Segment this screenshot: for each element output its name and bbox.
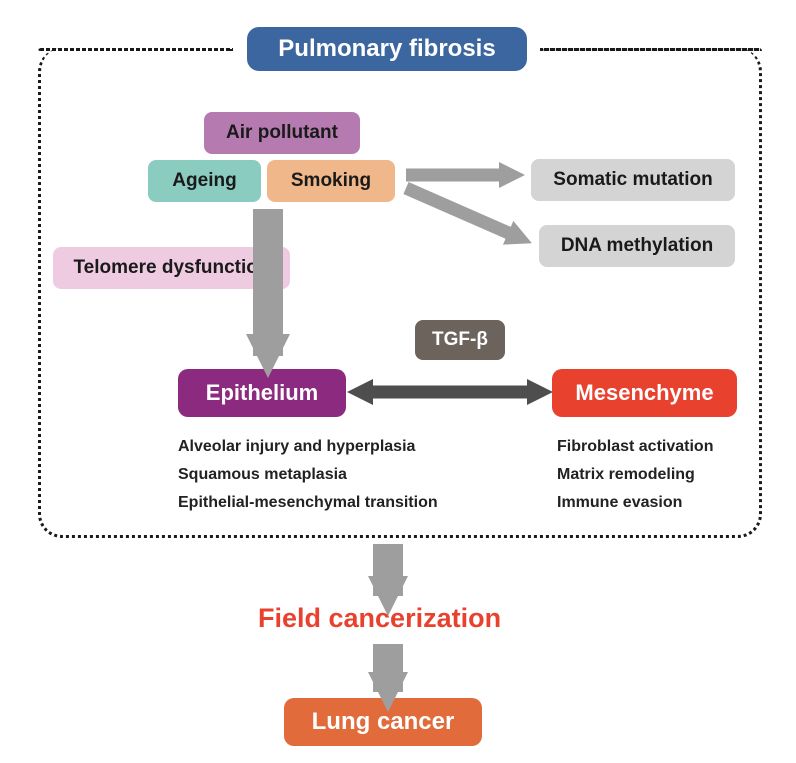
pulmonary-fibrosis-container — [38, 48, 762, 538]
label-field-cancerization: Field cancerization — [258, 603, 501, 634]
label-matrix-remodeling: Matrix remodeling — [557, 466, 695, 484]
node-smoking: Smoking — [267, 160, 395, 202]
title-pulmonary-fibrosis: Pulmonary fibrosis — [247, 27, 527, 71]
node-air-pollutant: Air pollutant — [204, 112, 360, 154]
label-alveolar-injury: Alveolar injury and hyperplasia — [178, 438, 415, 456]
node-somatic-mutation: Somatic mutation — [531, 159, 735, 201]
node-dna-methylation: DNA methylation — [539, 225, 735, 267]
dash-top-left — [38, 48, 233, 51]
diagram-canvas: Pulmonary fibrosis Air pollutant Ageing … — [0, 0, 796, 763]
node-lung-cancer: Lung cancer — [284, 698, 482, 746]
node-telomere-dysfunction: Telomere dysfunction — [53, 247, 290, 289]
label-emt: Epithelial-mesenchymal transition — [178, 494, 438, 512]
label-immune-evasion: Immune evasion — [557, 494, 682, 512]
label-squamous-metaplasia: Squamous metaplasia — [178, 466, 347, 484]
node-epithelium: Epithelium — [178, 369, 346, 417]
node-ageing: Ageing — [148, 160, 261, 202]
node-tgf-beta: TGF-β — [415, 320, 505, 360]
label-fibroblast-activation: Fibroblast activation — [557, 438, 713, 456]
dash-top-right — [540, 48, 762, 51]
node-mesenchyme: Mesenchyme — [552, 369, 737, 417]
